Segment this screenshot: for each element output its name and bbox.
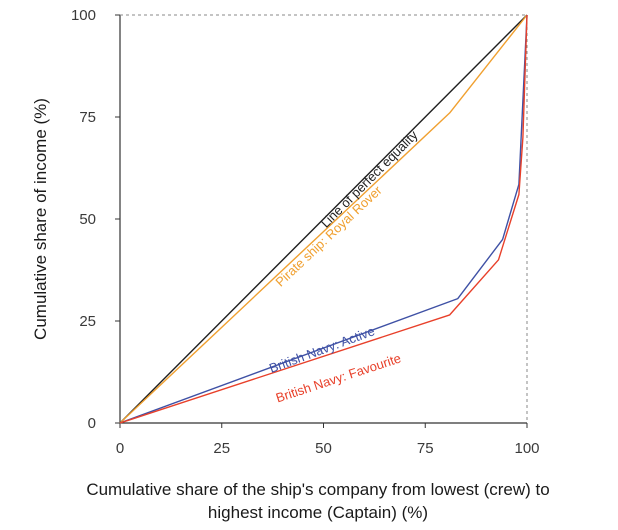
y-tick-label: 100 (71, 7, 96, 24)
x-tick-label: 0 (116, 440, 124, 457)
y-tick-label: 50 (79, 211, 96, 228)
x-axis-title-line-1: Cumulative share of the ship's company f… (86, 480, 549, 499)
x-tick-label: 100 (514, 440, 539, 457)
y-tick-label: 0 (88, 415, 96, 432)
x-axis-title-line-2: highest income (Captain) (%) (208, 503, 428, 522)
x-tick-label: 75 (417, 440, 434, 457)
y-tick-label: 25 (79, 313, 96, 330)
series-line-2 (119, 14, 528, 424)
y-axis-title: Cumulative share of income (%) (31, 98, 50, 340)
series-label-0: Line of perfect equality (318, 127, 421, 231)
series-label-1: Pirate ship: Royal Rover (272, 182, 385, 289)
x-tick-label: 50 (315, 440, 332, 457)
series-line-1 (119, 14, 528, 424)
axis-ticks: 0 25 50 75 100 0 25 50 75 100 (71, 7, 540, 457)
series-lines (119, 14, 528, 424)
x-tick-label: 25 (213, 440, 230, 457)
series-line-0 (119, 14, 528, 424)
series-line-3 (119, 14, 528, 424)
y-tick-label: 75 (79, 109, 96, 126)
